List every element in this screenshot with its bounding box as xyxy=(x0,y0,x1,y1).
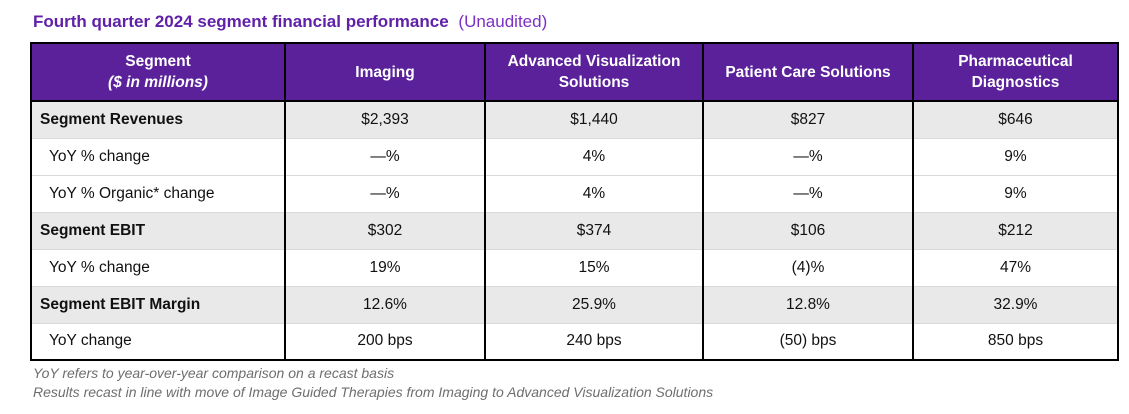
cell-value: $212 xyxy=(912,212,1118,249)
row-label: YoY % change xyxy=(49,147,150,165)
cell-value: 9% xyxy=(912,175,1118,212)
header-col-patient-care: Patient Care Solutions xyxy=(702,43,913,102)
header-segment-sublabel: ($ in millions) xyxy=(108,74,208,91)
cell-value: 850 bps xyxy=(912,323,1118,360)
row-label: YoY % change xyxy=(49,258,150,276)
table-row-segment-revenues: Segment Revenues $2,393 $1,440 $827 $646 xyxy=(31,101,1118,138)
cell-value: —% xyxy=(284,138,485,175)
cell-value: —% xyxy=(702,138,913,175)
cell-value: $646 xyxy=(912,101,1118,138)
footnote-recast-note: Results recast in line with move of Imag… xyxy=(33,384,714,400)
cell-value: $827 xyxy=(702,101,913,138)
cell-value: $1,440 xyxy=(484,101,703,138)
cell-value: 200 bps xyxy=(284,323,485,360)
table-header: Segment ($ in millions) Imaging Advanced… xyxy=(31,43,1118,102)
footnote-yoy-definition: YoY refers to year-over-year comparison … xyxy=(33,365,395,381)
cell-value: 4% xyxy=(484,175,703,212)
header-row: Segment ($ in millions) Imaging Advanced… xyxy=(31,43,1118,102)
segment-financials-table: Segment ($ in millions) Imaging Advanced… xyxy=(30,42,1119,361)
title-text: Fourth quarter 2024 segment financial pe… xyxy=(33,12,449,31)
cell-value: (50) bps xyxy=(702,323,913,360)
table-row-segment-ebit-margin: Segment EBIT Margin 12.6% 25.9% 12.8% 32… xyxy=(31,286,1118,323)
cell-value: 15% xyxy=(484,249,703,286)
header-col-imaging: Imaging xyxy=(284,43,485,102)
row-label: YoY change xyxy=(49,332,132,350)
cell-value: 19% xyxy=(284,249,485,286)
row-label: Segment Revenues xyxy=(40,110,183,128)
table-row-ebit-yoy-change: YoY % change 19% 15% (4)% 47% xyxy=(31,249,1118,286)
cell-value: 12.8% xyxy=(702,286,913,323)
cell-value: 12.6% xyxy=(284,286,485,323)
cell-value: $374 xyxy=(484,212,703,249)
row-label: YoY % Organic* change xyxy=(49,184,215,202)
cell-value: 47% xyxy=(912,249,1118,286)
footnotes: YoY refers to year-over-year comparison … xyxy=(33,364,1129,402)
unaudited-label: (Unaudited) xyxy=(458,12,548,31)
cell-value: $302 xyxy=(284,212,485,249)
table-row-margin-yoy-change: YoY change 200 bps 240 bps (50) bps 850 … xyxy=(31,323,1118,360)
cell-value: (4)% xyxy=(702,249,913,286)
table-row-segment-ebit: Segment EBIT $302 $374 $106 $212 xyxy=(31,212,1118,249)
page-title: Fourth quarter 2024 segment financial pe… xyxy=(33,11,1129,33)
cell-value: —% xyxy=(702,175,913,212)
cell-value: 9% xyxy=(912,138,1118,175)
table-body: Segment Revenues $2,393 $1,440 $827 $646… xyxy=(31,101,1118,360)
header-col-advanced-visualization: Advanced Visualization Solutions xyxy=(484,43,703,102)
cell-value: 240 bps xyxy=(484,323,703,360)
header-segment: Segment ($ in millions) xyxy=(31,43,285,102)
row-label: Segment EBIT Margin xyxy=(40,295,201,313)
cell-value: $106 xyxy=(702,212,913,249)
row-label: Segment EBIT xyxy=(40,221,146,239)
cell-value: —% xyxy=(284,175,485,212)
cell-value: 25.9% xyxy=(484,286,703,323)
cell-value: 32.9% xyxy=(912,286,1118,323)
table-row-revenue-yoy-organic-change: YoY % Organic* change —% 4% —% 9% xyxy=(31,175,1118,212)
header-segment-label: Segment xyxy=(125,53,191,70)
header-col-pharma-diagnostics: Pharmaceutical Diagnostics xyxy=(912,43,1118,102)
table-row-revenue-yoy-change: YoY % change —% 4% —% 9% xyxy=(31,138,1118,175)
cell-value: $2,393 xyxy=(284,101,485,138)
cell-value: 4% xyxy=(484,138,703,175)
